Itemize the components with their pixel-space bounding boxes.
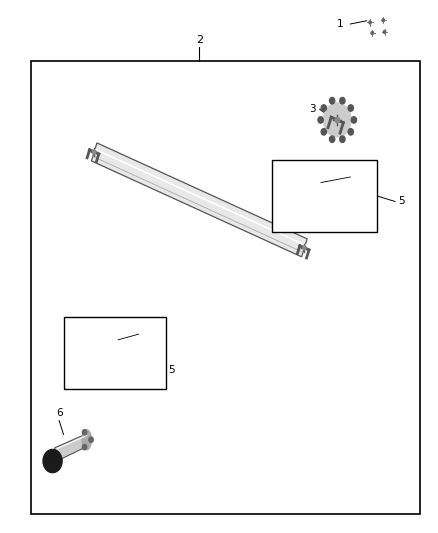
Circle shape — [369, 21, 371, 24]
Circle shape — [92, 150, 96, 154]
Text: 5: 5 — [169, 366, 175, 375]
Circle shape — [329, 98, 335, 104]
Circle shape — [301, 203, 304, 207]
Circle shape — [43, 449, 62, 473]
Circle shape — [89, 437, 93, 442]
Circle shape — [340, 136, 345, 142]
Text: 4: 4 — [141, 327, 147, 336]
Circle shape — [82, 445, 87, 450]
Circle shape — [124, 342, 127, 346]
Polygon shape — [92, 143, 307, 257]
Circle shape — [82, 430, 87, 435]
Circle shape — [351, 117, 357, 123]
Circle shape — [301, 185, 304, 189]
Circle shape — [120, 349, 127, 357]
Text: 3: 3 — [309, 104, 315, 114]
Bar — [64, 317, 166, 389]
Circle shape — [313, 205, 319, 213]
Text: 4: 4 — [353, 169, 359, 179]
Circle shape — [98, 342, 102, 346]
Circle shape — [327, 185, 330, 189]
Circle shape — [99, 349, 105, 357]
Polygon shape — [55, 433, 88, 462]
Circle shape — [348, 105, 353, 111]
Circle shape — [303, 246, 306, 250]
Circle shape — [371, 31, 374, 35]
Circle shape — [302, 192, 308, 200]
Circle shape — [323, 103, 351, 137]
Circle shape — [108, 347, 118, 359]
Text: 2: 2 — [196, 35, 203, 45]
Circle shape — [382, 19, 385, 22]
Circle shape — [348, 128, 353, 135]
Circle shape — [383, 30, 386, 34]
Circle shape — [335, 117, 339, 123]
Ellipse shape — [82, 430, 92, 450]
Circle shape — [98, 360, 102, 365]
Text: 1: 1 — [337, 19, 344, 29]
Text: 6: 6 — [56, 408, 63, 418]
Circle shape — [323, 192, 330, 200]
Circle shape — [110, 336, 116, 344]
Bar — [272, 160, 377, 232]
Circle shape — [124, 360, 127, 365]
Bar — [31, 61, 420, 514]
Circle shape — [340, 98, 345, 104]
Circle shape — [311, 190, 321, 202]
Circle shape — [321, 105, 326, 111]
Circle shape — [313, 179, 319, 187]
Circle shape — [321, 128, 326, 135]
Circle shape — [110, 362, 116, 370]
Circle shape — [327, 203, 330, 207]
Text: 5: 5 — [399, 197, 405, 206]
Circle shape — [318, 117, 323, 123]
Circle shape — [329, 136, 335, 142]
